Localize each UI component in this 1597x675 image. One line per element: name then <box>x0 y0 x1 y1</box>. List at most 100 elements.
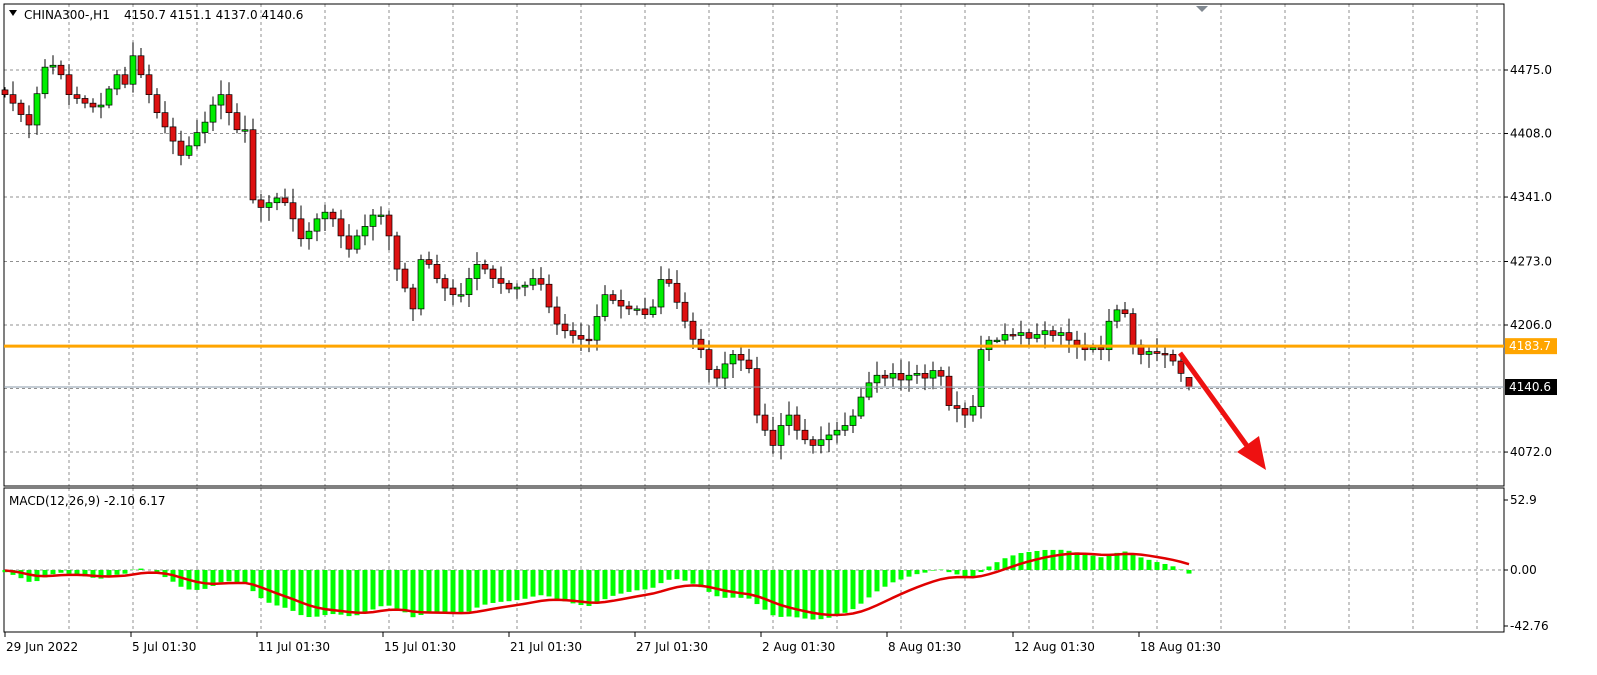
candle-body <box>897 373 905 381</box>
candle-body <box>929 370 937 379</box>
candle-body <box>73 94 81 99</box>
time-axis: 29 Jun 2022 5 Jul 01:30 11 Jul 01:30 15 Jul… <box>4 632 1221 654</box>
candle-body <box>665 279 673 284</box>
macd-histogram-bar <box>258 570 264 599</box>
candle-body <box>169 126 177 142</box>
macd-histogram-bar <box>338 570 344 615</box>
candle-body <box>825 434 833 441</box>
macd-signal-line <box>4 552 1190 617</box>
candle <box>497 266 505 294</box>
candle-body <box>809 439 817 446</box>
macd-histogram-bar <box>378 570 384 607</box>
candle-body <box>377 214 385 217</box>
macd-histogram-bar <box>434 570 440 614</box>
candle <box>441 274 449 302</box>
candle-body <box>833 429 841 436</box>
candle <box>73 86 81 104</box>
macd-histogram-bar <box>898 570 904 580</box>
candle-body <box>385 214 393 237</box>
chart-shift-marker-icon[interactable] <box>1196 6 1208 12</box>
candle <box>937 366 945 386</box>
candle-body <box>641 308 649 315</box>
candle <box>481 259 489 275</box>
macd-histogram-bar <box>666 570 672 580</box>
macd-histogram-bar <box>818 570 824 620</box>
macd-histogram-bar <box>682 570 688 581</box>
current-price-tag-bg <box>1505 379 1557 396</box>
candle-body <box>705 349 713 370</box>
candle-body <box>873 374 881 384</box>
time-tick-label: 27 Jul 01:30 <box>636 640 708 654</box>
candle-body <box>625 305 633 310</box>
candle <box>185 136 193 159</box>
candle-body <box>233 112 241 131</box>
candle-body <box>617 300 625 307</box>
candle-body <box>1161 353 1169 356</box>
macd-histogram-bar <box>410 570 416 618</box>
candle <box>9 81 17 112</box>
macd-histogram-bar <box>1082 554 1088 570</box>
candle-body <box>313 218 321 232</box>
candle <box>393 231 401 282</box>
macd-histogram-bar <box>778 570 784 617</box>
candle <box>177 130 185 166</box>
candle-body <box>697 338 705 351</box>
candle-body <box>921 373 929 379</box>
candle <box>137 47 145 79</box>
candle-body <box>1105 320 1113 351</box>
macd-histogram-bar <box>714 570 720 597</box>
candle-body <box>721 363 729 379</box>
macd-histogram-bar <box>546 570 552 597</box>
macd-histogram-bar <box>794 570 800 618</box>
macd-tick-label: -42.76 <box>1510 619 1549 633</box>
candle <box>1033 323 1041 343</box>
macd-histogram-bar <box>1090 555 1096 570</box>
candle <box>969 395 977 422</box>
candle <box>593 304 601 351</box>
candle <box>881 370 889 387</box>
candle-body <box>409 287 417 310</box>
macd-histogram-bar <box>1154 562 1160 570</box>
time-tick-label: 21 Jul 01:30 <box>510 640 582 654</box>
down-arrow-annotation[interactable] <box>1177 351 1266 470</box>
macd-histogram-bar <box>962 570 968 577</box>
macd-histogram-bar <box>306 570 312 618</box>
candle <box>513 283 521 299</box>
macd-histogram-bar <box>786 570 792 617</box>
candle-body <box>113 74 121 90</box>
candle <box>417 254 425 316</box>
macd-histogram-bar <box>1066 550 1072 570</box>
candle-body <box>465 278 473 296</box>
macd-histogram-bar <box>1074 552 1080 570</box>
candle <box>377 206 385 225</box>
macd-histogram-bar <box>18 570 24 579</box>
candle-body <box>657 279 665 308</box>
candle <box>625 301 633 316</box>
macd-histogram-bar <box>858 570 864 604</box>
candle <box>769 416 777 454</box>
candle-body <box>473 263 481 279</box>
candle <box>993 337 1001 344</box>
time-tick-label: 29 Jun 2022 <box>6 640 78 654</box>
price-tick-label: 4341.0 <box>1510 190 1552 204</box>
candle-body <box>273 197 281 204</box>
candle-body <box>241 129 249 132</box>
macd-histogram-bar <box>250 570 256 592</box>
candle <box>561 314 569 339</box>
time-tick-label: 11 Jul 01:30 <box>258 640 330 654</box>
macd-histogram-bar <box>986 566 992 570</box>
candle-body <box>97 104 105 108</box>
candle-body <box>945 375 953 406</box>
time-tick-label: 15 Jul 01:30 <box>384 640 456 654</box>
dropdown-triangle-icon[interactable] <box>9 10 17 16</box>
candle-body <box>537 278 545 285</box>
candle-body <box>209 104 217 123</box>
candle-body <box>129 55 137 85</box>
candle-body <box>505 282 513 290</box>
candle-body <box>561 323 569 332</box>
candle-body <box>249 129 257 201</box>
macd-histogram-bar <box>402 570 408 613</box>
macd-histogram-bar <box>826 570 832 618</box>
macd-histogram-bar <box>930 570 936 571</box>
